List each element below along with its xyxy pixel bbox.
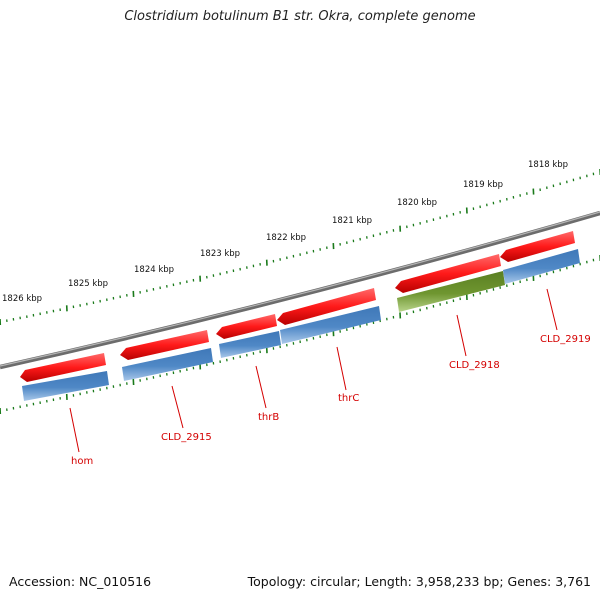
- kbp-label-1824: 1824 kbp: [134, 265, 174, 275]
- gene-arrow-hom[interactable]: [20, 353, 106, 382]
- genome-backbone-highlight: [0, 211, 600, 367]
- cds-track: [22, 249, 580, 401]
- topology-text: Topology: circular; Length: 3,958,233 bp…: [247, 574, 591, 589]
- kbp-label-1826: 1826 kbp: [2, 294, 42, 304]
- cds-block-hom[interactable]: [22, 371, 109, 401]
- gene-arrow-cld2915[interactable]: [120, 330, 209, 360]
- gene-arrow-cld2919[interactable]: [500, 231, 575, 262]
- gene-label-cld2915[interactable]: CLD_2915: [161, 432, 212, 443]
- map-title: Clostridium botulinum B1 str. Okra, comp…: [124, 9, 476, 24]
- kbp-label-1825: 1825 kbp: [68, 279, 108, 289]
- gene-label-hom[interactable]: hom: [71, 456, 93, 467]
- genome-backbone: [0, 210, 600, 370]
- kbp-label-1821: 1821 kbp: [332, 216, 372, 226]
- outer-tick-row: [0, 169, 600, 326]
- leader-thrb: [255, 365, 267, 409]
- kbp-label-1819: 1819 kbp: [463, 180, 503, 190]
- cds-block-cld2918[interactable]: [397, 271, 505, 312]
- cds-block-cld2919[interactable]: [503, 249, 580, 284]
- gene-arrow-thrc[interactable]: [277, 288, 376, 325]
- gene-arrow-thrb[interactable]: [216, 314, 277, 339]
- inner-tick-row: [0, 255, 600, 415]
- cds-block-cld2915[interactable]: [122, 348, 213, 381]
- leader-hom: [69, 407, 80, 453]
- cds-block-thrc[interactable]: [280, 306, 381, 344]
- kbp-label-1818: 1818 kbp: [528, 160, 568, 170]
- label-leaders: [69, 288, 558, 453]
- cds-block-thrb[interactable]: [219, 331, 281, 358]
- kbp-label-1822: 1822 kbp: [266, 233, 306, 243]
- leader-thrc: [336, 346, 347, 391]
- leader-cld2919: [546, 288, 558, 331]
- kbp-label-1823: 1823 kbp: [200, 249, 240, 259]
- leader-cld2918: [456, 314, 467, 357]
- gene-label-thrb[interactable]: thrB: [258, 412, 279, 423]
- accession-text: Accession: NC_010516: [9, 574, 152, 589]
- gene-track: [20, 231, 575, 382]
- gene-label-cld2919[interactable]: CLD_2919: [540, 334, 591, 345]
- gene-label-cld2918[interactable]: CLD_2918: [449, 360, 500, 371]
- kbp-label-1820: 1820 kbp: [397, 198, 437, 208]
- gene-label-thrc[interactable]: thrC: [338, 393, 359, 404]
- gene-arrow-cld2918[interactable]: [395, 254, 501, 293]
- leader-cld2915: [171, 385, 184, 429]
